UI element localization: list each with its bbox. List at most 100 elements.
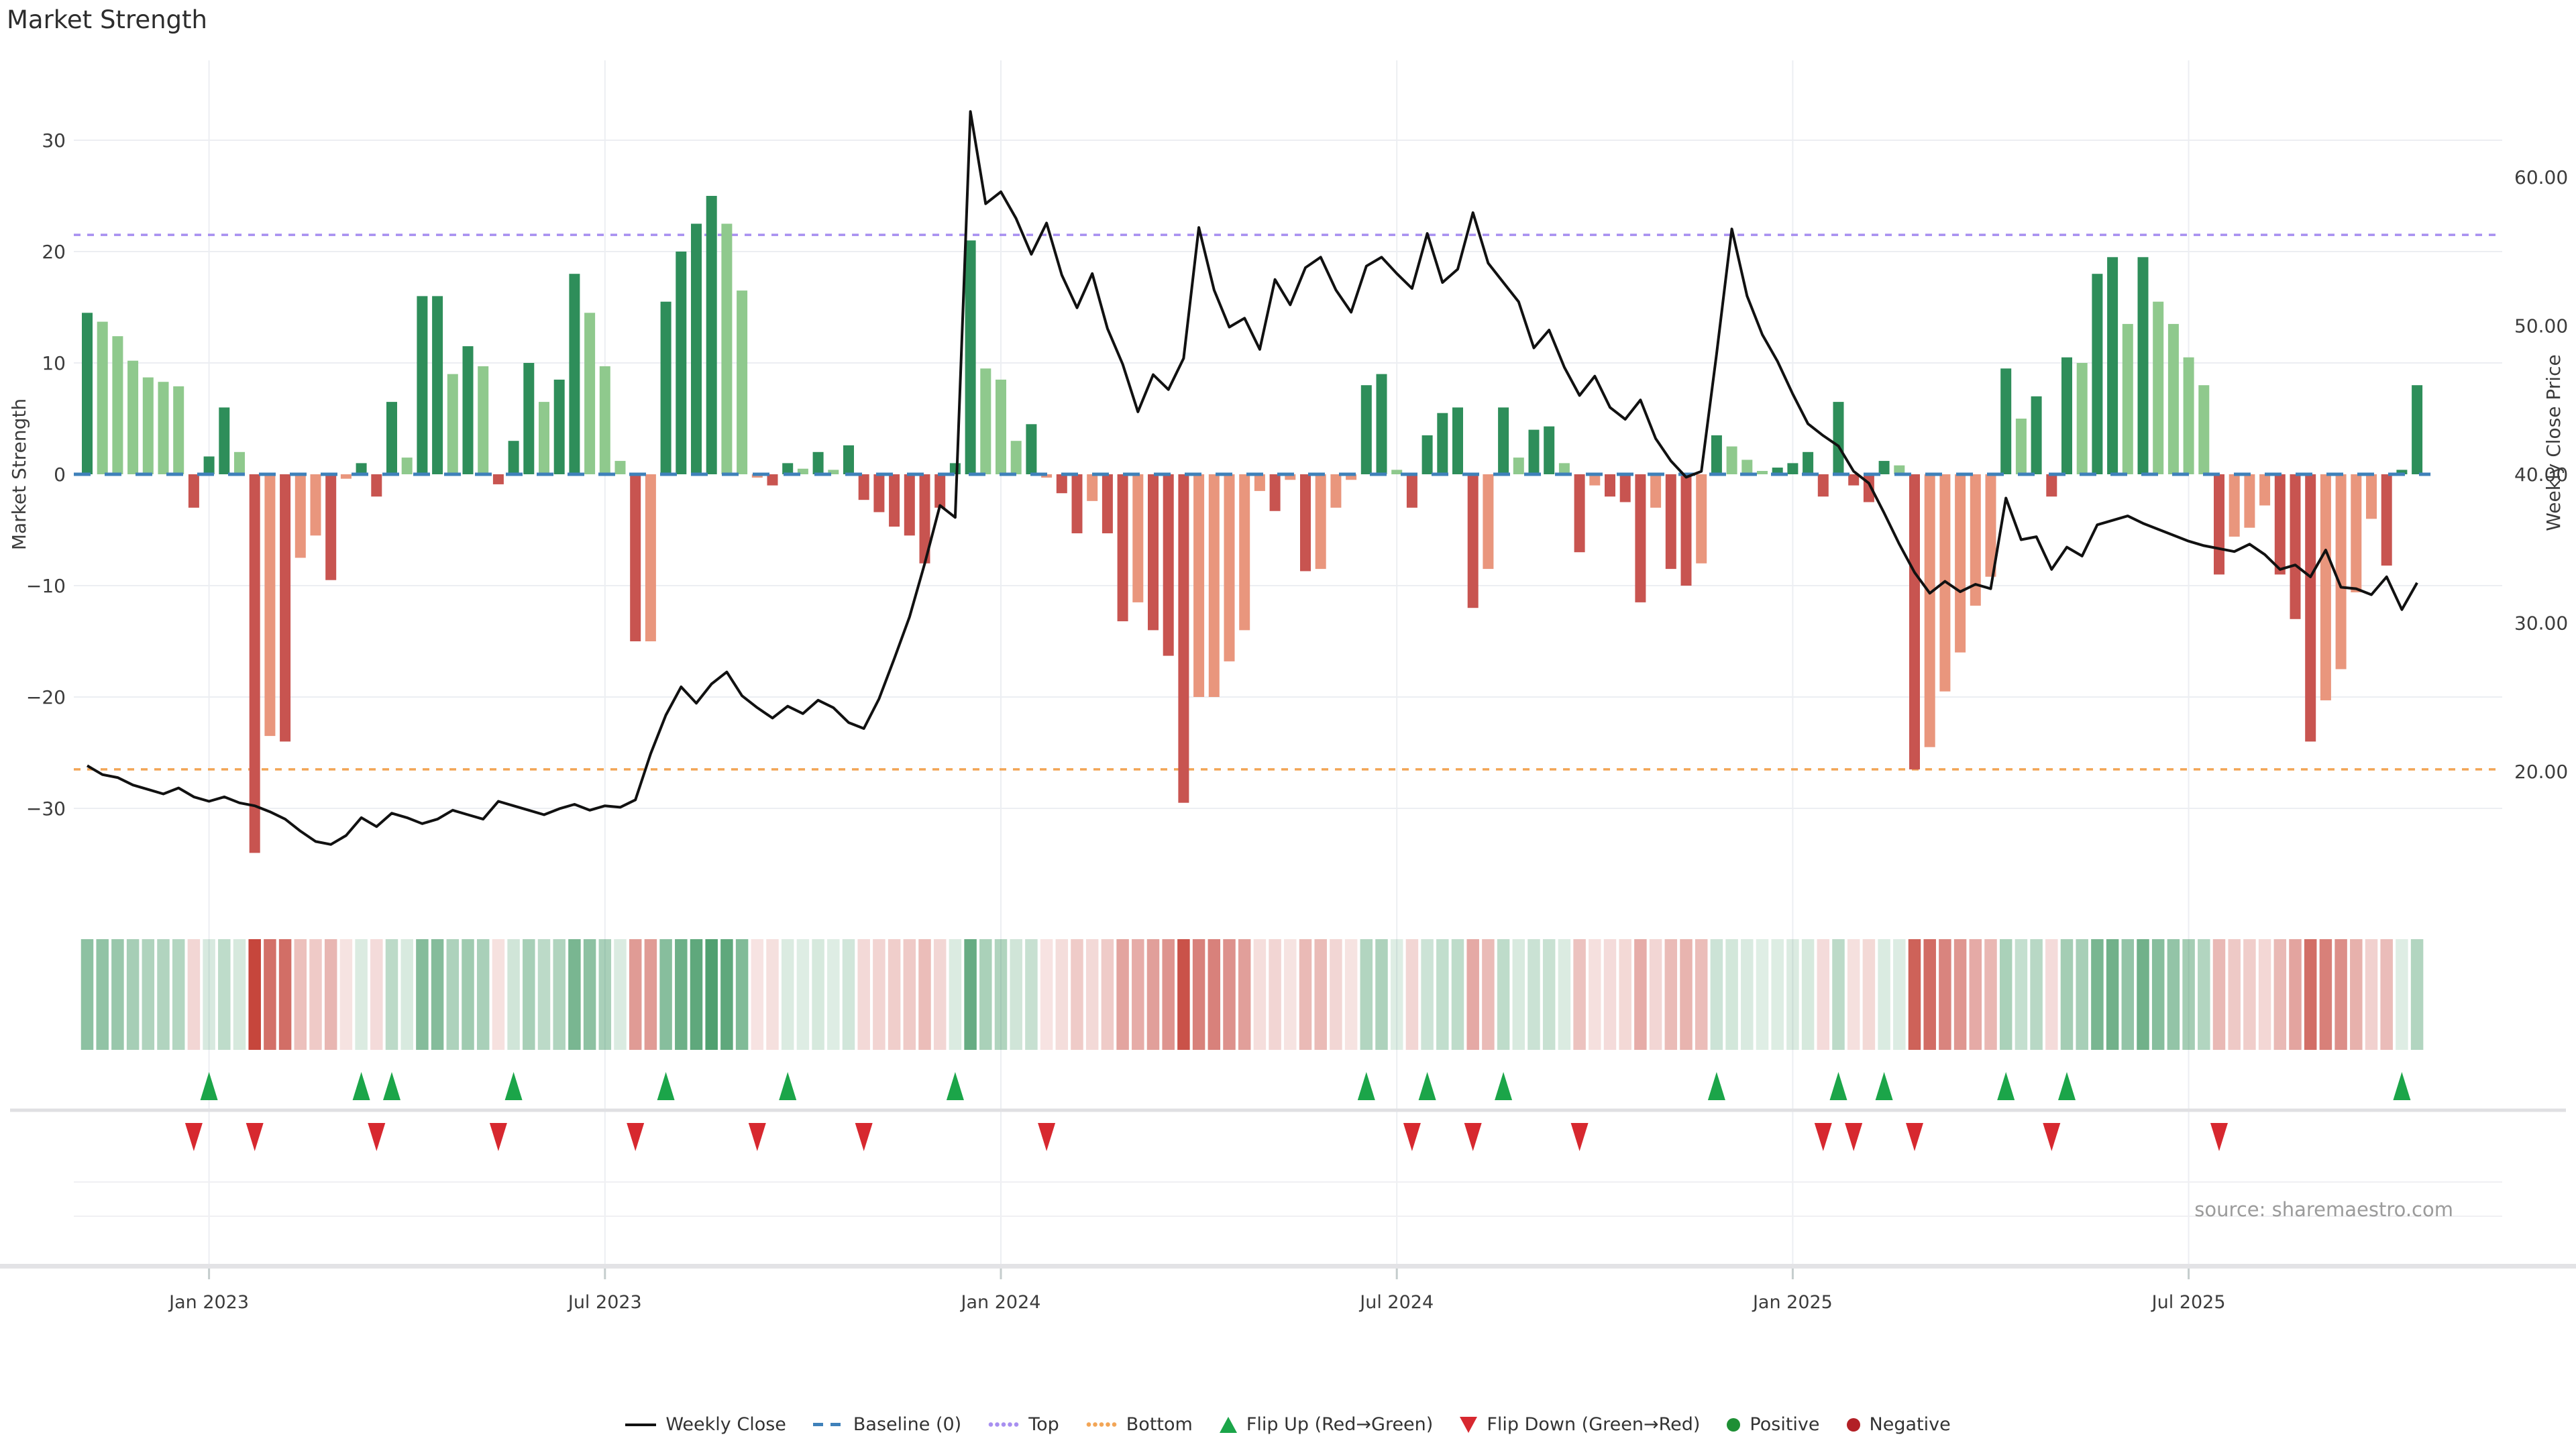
strength-bar bbox=[2320, 474, 2331, 700]
strength-bar bbox=[82, 313, 93, 474]
heatmap-cell bbox=[1390, 939, 1403, 1050]
heatmap-cell bbox=[264, 939, 276, 1050]
y-tick-label-right: 60.00 bbox=[2514, 166, 2568, 189]
strength-bar bbox=[843, 445, 854, 474]
strength-bar bbox=[889, 474, 900, 527]
strength-bar bbox=[1803, 451, 1814, 474]
strength-bar bbox=[1087, 474, 1098, 501]
strength-bar bbox=[2274, 474, 2286, 575]
strength-bar bbox=[2000, 368, 2012, 474]
page-title: Market Strength bbox=[7, 5, 207, 34]
strength-bar bbox=[2015, 419, 2027, 474]
heatmap-cell bbox=[2273, 939, 2287, 1050]
heatmap-cell bbox=[370, 939, 383, 1050]
x-tick-label: Jan 2024 bbox=[960, 1292, 1041, 1313]
strength-bar bbox=[1665, 474, 1676, 570]
strength-bar bbox=[264, 474, 276, 737]
strength-bar bbox=[1346, 474, 1357, 480]
heatmap-cell bbox=[1405, 939, 1419, 1050]
flip-up-marker-icon bbox=[1357, 1072, 1375, 1100]
heatmap-cell bbox=[1603, 939, 1617, 1050]
heatmap-cell bbox=[705, 939, 718, 1050]
strength-bar bbox=[539, 402, 549, 474]
strength-bar bbox=[706, 196, 717, 474]
heatmap-cell bbox=[248, 939, 261, 1050]
heatmap-cell bbox=[1055, 939, 1069, 1050]
heatmap-cell bbox=[2030, 939, 2043, 1050]
strength-bar bbox=[2031, 396, 2042, 474]
strength-bar bbox=[280, 474, 291, 742]
source-label: source: sharemaestro.com bbox=[2194, 1198, 2453, 1221]
heatmap-cell bbox=[157, 939, 170, 1050]
chart-legend: Weekly Close Baseline (0) Top Bottom Fli… bbox=[0, 1414, 2576, 1435]
y-tick-label-left: 0 bbox=[54, 464, 66, 486]
heatmap-cell bbox=[1284, 939, 1297, 1050]
legend-label: Bottom bbox=[1126, 1414, 1193, 1435]
strength-bar bbox=[2107, 257, 2118, 474]
strength-bar bbox=[630, 474, 641, 641]
weekly-close-line-swatch-icon bbox=[625, 1423, 657, 1426]
flip-down-marker-icon bbox=[1403, 1123, 1421, 1151]
heatmap-cell bbox=[583, 939, 596, 1050]
strength-bar bbox=[1741, 460, 1753, 474]
heatmap-cell bbox=[1025, 939, 1038, 1050]
heatmap-cell bbox=[2198, 939, 2210, 1050]
strength-bar bbox=[2381, 474, 2392, 566]
legend-label: Flip Up (Red→Green) bbox=[1246, 1414, 1434, 1435]
strength-bar bbox=[828, 470, 839, 474]
flip-up-marker-icon bbox=[1997, 1072, 2015, 1100]
strength-bar bbox=[2214, 474, 2224, 575]
heatmap-cell bbox=[2151, 939, 2165, 1050]
y-tick-label-right: 50.00 bbox=[2514, 315, 2568, 337]
heatmap-cell bbox=[1162, 939, 1175, 1050]
strength-bar bbox=[112, 336, 123, 474]
strength-bar bbox=[447, 374, 458, 474]
legend-label: Weekly Close bbox=[665, 1414, 786, 1435]
x-axis-line bbox=[0, 1264, 2576, 1269]
strength-bar bbox=[1406, 474, 1417, 508]
heatmap-cell bbox=[96, 939, 109, 1050]
strength-bar bbox=[2167, 323, 2179, 474]
heatmap-cell bbox=[355, 939, 368, 1050]
strength-bar bbox=[1330, 474, 1342, 508]
heatmap-cell bbox=[1634, 939, 1647, 1050]
flip-down-marker-icon bbox=[1464, 1123, 1482, 1151]
strength-bar bbox=[2305, 474, 2316, 742]
heatmap-cell bbox=[1360, 939, 1373, 1050]
flip-up-marker-icon bbox=[657, 1072, 675, 1100]
strength-bar bbox=[1696, 474, 1707, 564]
flip-down-marker-icon bbox=[1570, 1123, 1589, 1151]
strength-bar bbox=[1071, 474, 1083, 533]
heatmap-cell bbox=[1146, 939, 1160, 1050]
heatmap-cell bbox=[2045, 939, 2058, 1050]
flip-down-marker-icon bbox=[748, 1123, 766, 1151]
strength-bar bbox=[371, 474, 382, 497]
heatmap-cell bbox=[1466, 939, 1479, 1050]
strength-bar bbox=[432, 296, 443, 474]
heatmap-cell bbox=[842, 939, 855, 1050]
heatmap-cell bbox=[659, 939, 672, 1050]
heatmap-cell bbox=[126, 939, 140, 1050]
heatmap-cell bbox=[2060, 939, 2074, 1050]
heatmap-cell bbox=[2121, 939, 2135, 1050]
heatmap-cell bbox=[1238, 939, 1251, 1050]
heatmap-cell bbox=[1878, 939, 1890, 1050]
strength-bar bbox=[1269, 474, 1281, 511]
strength-bar bbox=[1680, 474, 1692, 586]
heatmap-cell bbox=[1953, 939, 1967, 1050]
flip-down-markers bbox=[184, 1123, 2228, 1151]
bottom-dots-swatch-icon bbox=[1085, 1421, 1117, 1428]
heatmap-cell bbox=[324, 939, 337, 1050]
heatmap-cell bbox=[492, 939, 505, 1050]
heatmap-cell bbox=[1558, 939, 1571, 1050]
y-tick-label-right: 40.00 bbox=[2514, 464, 2568, 486]
strength-bar bbox=[1360, 385, 1372, 474]
legend-flip-down: Flip Down (Green→Red) bbox=[1460, 1414, 1700, 1435]
strength-bar bbox=[996, 379, 1006, 474]
heatmap-cell bbox=[2167, 939, 2180, 1050]
heatmap-cell bbox=[857, 939, 870, 1050]
flip-down-marker-icon bbox=[368, 1123, 386, 1151]
flip-down-marker-icon bbox=[1814, 1123, 1832, 1151]
heatmap-cell bbox=[873, 939, 885, 1050]
